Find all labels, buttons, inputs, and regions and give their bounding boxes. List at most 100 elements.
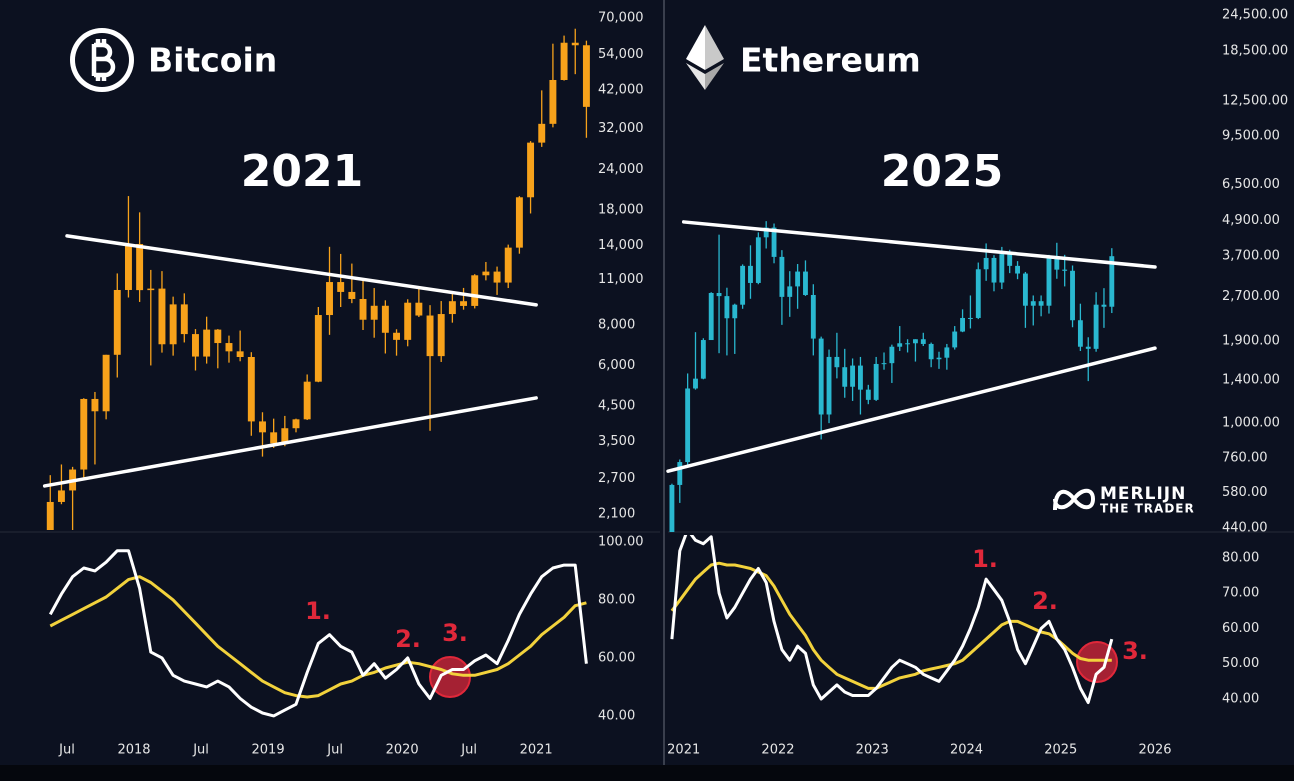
candle-body xyxy=(348,291,356,299)
x-tick-label: 2026 xyxy=(1138,743,1171,758)
candle-body xyxy=(158,288,166,345)
annotation: 2. xyxy=(395,625,421,653)
y-tick-label: 6,000 xyxy=(598,358,635,373)
x-tick-label: 2021 xyxy=(667,743,700,758)
y-tick-label: 1,400.00 xyxy=(1222,373,1280,388)
y-tick-label: 760.00 xyxy=(1222,451,1268,466)
candle-body xyxy=(795,271,801,287)
annotation: 2. xyxy=(1032,587,1058,615)
candle-body xyxy=(669,484,675,532)
chart-title: Bitcoin xyxy=(148,41,277,80)
y-tick-label: 2,100 xyxy=(598,506,635,521)
candle-body xyxy=(236,351,244,357)
x-tick-label: Jul xyxy=(326,743,343,758)
x-tick-label: Jul xyxy=(460,743,477,758)
candle-body xyxy=(381,305,389,333)
y-tick-label: 4,500 xyxy=(598,399,635,414)
candle-body xyxy=(881,363,887,365)
candle-body xyxy=(404,302,412,340)
candle-body xyxy=(779,256,785,297)
candle-body xyxy=(755,237,761,283)
candle-body xyxy=(314,315,322,382)
candle-body xyxy=(169,304,177,345)
y-tick-label: 440.00 xyxy=(1222,520,1268,535)
candle-body xyxy=(889,346,895,364)
candle-body xyxy=(393,332,400,340)
candle-body xyxy=(724,296,730,319)
y-tick-label: 1,000.00 xyxy=(1222,416,1280,431)
y-tick-label: 24,000 xyxy=(598,162,644,177)
y-tick-label: 40.00 xyxy=(1222,692,1259,707)
trendline xyxy=(42,396,538,488)
candle-body xyxy=(677,462,683,485)
annotation: 1. xyxy=(305,597,331,625)
candle-body xyxy=(147,288,155,291)
candle-body xyxy=(1093,304,1099,349)
y-tick-label: 18,500.00 xyxy=(1222,43,1288,58)
candle-body xyxy=(437,314,445,357)
chart-title: Ethereum xyxy=(740,41,921,80)
y-tick-label: 6,500.00 xyxy=(1222,177,1280,192)
y-tick-label: 4,900.00 xyxy=(1222,213,1280,228)
candle-body xyxy=(1030,301,1036,306)
candle-body xyxy=(113,289,121,355)
trendline xyxy=(681,220,1157,269)
y-tick-label: 2,700.00 xyxy=(1222,289,1280,304)
candle-body xyxy=(740,265,746,305)
candle-body xyxy=(708,292,714,341)
trendline xyxy=(65,234,538,307)
rsi-line xyxy=(670,535,1114,704)
y-tick-label: 70,000 xyxy=(598,10,644,25)
candle-body xyxy=(920,339,926,344)
candle-body xyxy=(482,271,490,276)
candle-body xyxy=(685,388,691,463)
candle-body xyxy=(858,365,863,390)
candle-body xyxy=(370,305,378,320)
candle-body xyxy=(225,343,233,352)
candle-body xyxy=(270,432,278,444)
candle-body xyxy=(91,398,99,412)
candle-body xyxy=(1062,269,1068,271)
x-tick-label: 2020 xyxy=(386,743,419,758)
candle-body xyxy=(1070,270,1075,321)
candle-body xyxy=(303,381,311,420)
candle-body xyxy=(504,247,512,283)
bottom-strip xyxy=(0,765,1294,781)
candle-body xyxy=(975,269,981,318)
candle-body xyxy=(136,243,144,291)
y-tick-label: 70.00 xyxy=(1222,586,1259,601)
y-tick-label: 3,500 xyxy=(598,434,635,449)
year-label: 2025 xyxy=(881,146,1003,197)
x-tick-label: 2019 xyxy=(252,743,285,758)
x-tick-label: 2022 xyxy=(761,743,794,758)
candle-body xyxy=(1085,346,1091,349)
y-tick-label: 42,000 xyxy=(598,83,644,98)
candle-body xyxy=(292,419,300,429)
candle-body xyxy=(865,389,871,400)
candle-body xyxy=(999,254,1005,283)
candle-body xyxy=(57,490,65,502)
candle-body xyxy=(1046,256,1052,306)
candle-body xyxy=(493,271,501,283)
candle-body xyxy=(1022,273,1028,306)
candle-body xyxy=(960,317,966,332)
candle-body xyxy=(80,398,88,470)
y-tick-label: 80.00 xyxy=(598,592,635,607)
annotation: 1. xyxy=(972,545,998,573)
y-tick-label: 9,500.00 xyxy=(1222,128,1280,143)
y-tick-label: 50.00 xyxy=(1222,656,1259,671)
candle-body xyxy=(460,301,468,306)
x-tick-label: Jul xyxy=(58,743,75,758)
y-tick-label: 580.00 xyxy=(1222,485,1268,500)
candle-body xyxy=(905,343,911,345)
candle-body xyxy=(180,304,188,335)
y-tick-label: 80.00 xyxy=(1222,550,1259,565)
y-tick-label: 18,000 xyxy=(598,203,644,218)
candle-body xyxy=(842,367,848,387)
y-tick-label: 32,000 xyxy=(598,121,644,136)
bitcoin-logo xyxy=(70,28,134,92)
candle-body xyxy=(748,265,753,283)
candle-body xyxy=(771,227,777,257)
